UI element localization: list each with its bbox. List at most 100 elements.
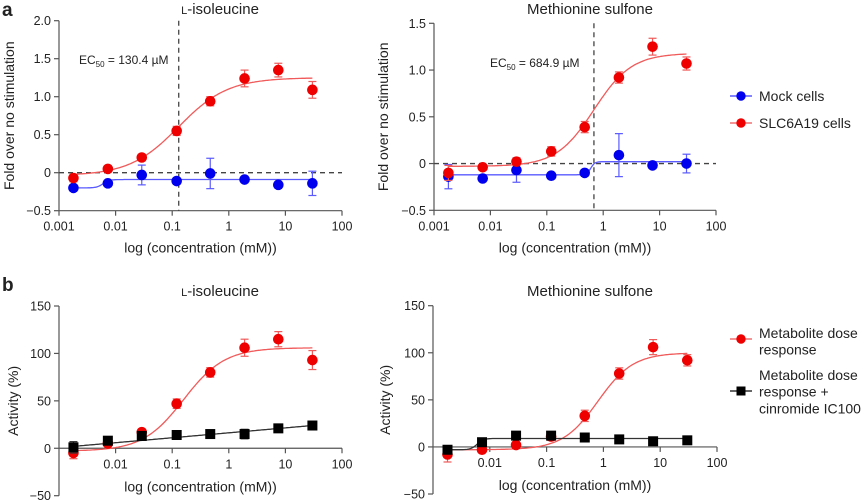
data-point [545,146,557,157]
legend-label-line: cinromide IC100 [759,400,861,416]
y-tick-label: −50 [404,488,425,500]
y-tick-label: 0.5 [409,110,426,124]
data-point [647,41,658,52]
ec50-prefix: EC [79,53,96,67]
x-tick-label: 0.1 [164,457,181,471]
y-axis-label: Activity (%) [377,365,393,435]
panel-label-b: b [2,275,14,296]
chart-a-left: L-isoleucine −0.5 0 0.5 1.0 1.5 2.0 0.001 0.01 0.… [1,1,352,256]
y-tick-label: 0 [44,166,51,180]
ec50-annotation: EC50 = 684.9 µM [490,56,580,72]
x-tick-label: 0.01 [103,220,127,234]
legend-label-line: Metabolite dose [759,367,858,383]
chart-title: L-isoleucine [181,283,259,300]
legend-label: Mock cells [759,88,824,104]
legend-a: Mock cells SLC6A19 cells [730,88,851,131]
data-point [102,435,113,446]
data-point [477,173,488,184]
data-point [204,168,216,179]
x-tick-label: 1 [600,219,607,233]
series-metabolite-dose-response-cinromide-ic100 [68,420,318,454]
y-axis-label: Activity (%) [5,366,21,436]
legend-marker [736,334,746,344]
data-point [647,341,659,353]
ec50-value: = 684.9 µM [516,56,580,70]
fit-curve [73,178,313,189]
chart-title: Methionine sulfone [527,283,653,300]
legend-entry-a: Mock cells [730,88,824,104]
fit-curve [448,161,687,176]
data-point [273,64,284,76]
data-point [136,152,148,163]
x-tick-label: 0.1 [538,219,555,233]
x-tick-label: 100 [707,456,728,470]
y-axis-label: Fold over no stimulation [1,41,17,190]
data-point [579,121,591,133]
data-point [613,368,625,379]
x-tick-label: 0.01 [103,457,127,471]
data-point [273,333,284,345]
y-tick-label: −50 [30,489,51,500]
data-point [510,439,522,451]
data-point [442,444,453,455]
data-point [102,178,114,189]
series-mock-cells [68,157,318,197]
legend-entry-a: SLC6A19 cells [730,115,851,131]
x-tick-label: 10 [278,457,292,471]
data-point [68,442,79,453]
y-axis-label: Fold over no stimulation [375,42,391,191]
chart-title: Methionine sulfone [527,1,653,18]
chart-title: L-isoleucine [181,1,259,18]
data-point [102,163,114,175]
x-tick-label: 0.01 [478,219,502,233]
y-tick-label: −0.5 [26,204,51,218]
y-tick-label: 50 [411,393,425,407]
data-point [204,95,216,107]
data-point [239,174,250,185]
data-point [239,73,250,84]
legend-label-line: Metabolite dose [759,325,858,341]
x-tick-label: 0.001 [43,220,74,234]
data-point [613,149,625,161]
data-point [511,164,522,176]
data-point [477,161,488,173]
series-metabolite-dose-response-cinromide-ic100 [442,430,693,455]
x-tick-label: 10 [653,456,667,470]
fit-curve [448,53,687,167]
legend-marker [736,386,746,396]
data-point [443,167,454,179]
y-tick-label: 1.5 [34,52,51,66]
data-point [171,398,182,409]
ec50-value: = 130.4 µM [105,53,169,67]
panel-label-a: a [2,0,13,21]
legend-label-line: response [759,342,817,358]
title-smallcap: L [181,5,187,17]
data-point [68,172,79,184]
data-point [681,58,692,69]
y-tick-label: 2.0 [34,14,51,28]
data-point [205,429,216,440]
data-point [579,167,591,179]
data-point [682,435,693,446]
data-point [136,169,148,181]
y-tick-label: 0 [418,440,425,454]
data-point [477,437,488,448]
fit-curve [73,347,313,452]
data-point [681,158,692,169]
y-tick-label: 0 [419,157,426,171]
chart-a-right: Methionine sulfone −0.5 0 0.5 1.0 1.5 0.001 0.0… [375,1,726,255]
data-point [239,429,250,440]
data-point [546,430,557,441]
data-point [614,434,625,445]
y-tick-label: 100 [30,347,51,361]
x-tick-label: 1 [600,456,607,470]
data-point [171,125,182,137]
data-point [136,430,147,441]
x-tick-label: 0.1 [538,456,555,470]
y-tick-label: 1.5 [409,17,426,31]
x-tick-label: 0.1 [164,220,181,234]
chart-b-left: L-isoleucine −50 0 50 100 150 0.01 0.1 1 10 100 log… [5,283,352,500]
